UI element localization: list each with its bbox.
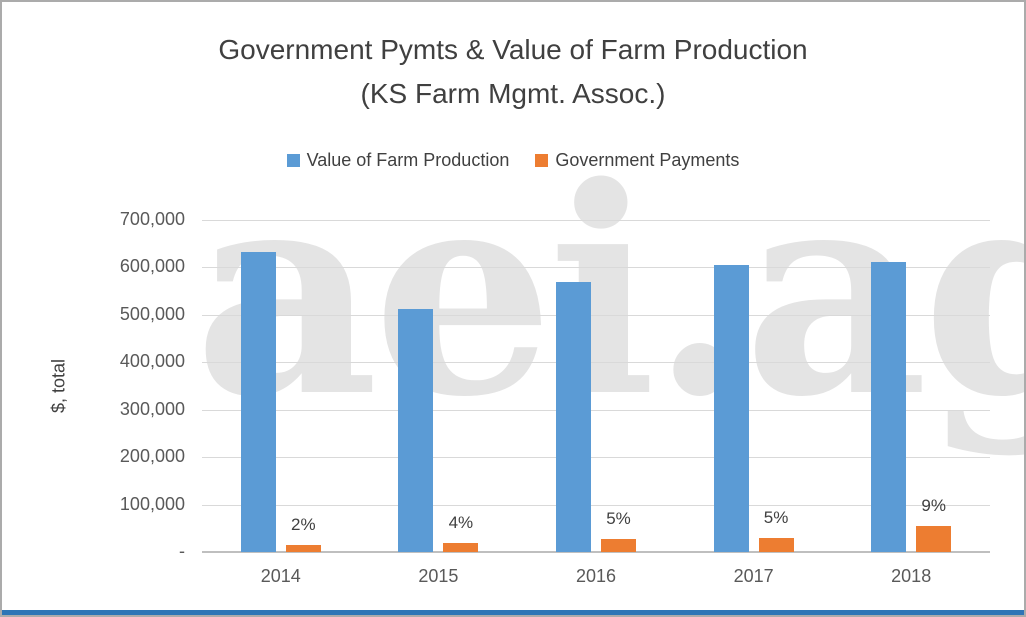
x-axis-tick-label: 2018 bbox=[891, 566, 932, 586]
government-payments-percent-label: 9% bbox=[921, 495, 946, 515]
bar-government-payments bbox=[443, 542, 479, 552]
x-axis-tick-label: 2014 bbox=[260, 566, 301, 586]
legend: Value of Farm Production Government Paym… bbox=[2, 150, 1024, 171]
legend-item-value-of-farm-production: Value of Farm Production bbox=[286, 150, 510, 171]
x-axis-tick-label: 2016 bbox=[575, 566, 617, 586]
bar-government-payments bbox=[285, 545, 321, 552]
legend-swatch-blue bbox=[286, 154, 300, 167]
legend-label: Value of Farm Production bbox=[306, 150, 510, 170]
y-axis-tick-label: 300,000 bbox=[119, 398, 185, 419]
y-axis-tick-label: - bbox=[179, 541, 185, 561]
x-axis-tick-label: 2015 bbox=[418, 566, 459, 586]
y-axis-tick-label: 200,000 bbox=[119, 446, 185, 467]
chart-subtitle: (KS Farm Mgmt. Assoc.) bbox=[360, 78, 666, 109]
bar-value-of-farm-production bbox=[240, 252, 276, 552]
bar-government-payments bbox=[758, 537, 794, 552]
plot-area: 2% 4% 5% 5% 9% bbox=[202, 220, 990, 553]
government-payments-percent-label: 4% bbox=[448, 512, 474, 532]
gridline bbox=[202, 409, 990, 411]
accent-strip bbox=[2, 610, 1024, 615]
bar-value-of-farm-production bbox=[398, 309, 434, 552]
y-axis-tick-label: 600,000 bbox=[119, 256, 185, 277]
x-axis-line bbox=[202, 551, 990, 553]
bar-value-of-farm-production bbox=[556, 281, 591, 552]
legend-swatch-orange bbox=[535, 154, 549, 167]
government-payments-percent-label: 5% bbox=[606, 508, 631, 528]
y-axis-tick-label: 100,000 bbox=[119, 493, 185, 514]
y-axis-title: $, total bbox=[48, 358, 69, 414]
government-payments-percent-label: 5% bbox=[763, 507, 789, 527]
y-axis-tick-label: 700,000 bbox=[119, 209, 185, 229]
chart-title-block: Government Pymts & Value of Farm Product… bbox=[2, 28, 1024, 116]
gridline bbox=[202, 267, 990, 269]
bar-value-of-farm-production bbox=[871, 261, 907, 552]
bar-value-of-farm-production bbox=[713, 265, 749, 552]
gridline bbox=[202, 457, 990, 459]
legend-item-government-payments: Government Payments bbox=[535, 150, 739, 171]
y-axis-tick-label: 400,000 bbox=[119, 351, 185, 372]
gridline bbox=[202, 314, 990, 316]
gridline bbox=[202, 362, 990, 364]
legend-label: Government Payments bbox=[555, 150, 740, 170]
government-payments-percent-label: 2% bbox=[291, 515, 316, 535]
y-axis-tick-label: 500,000 bbox=[119, 303, 185, 324]
chart-title: Government Pymts & Value of Farm Product… bbox=[218, 34, 808, 65]
bar-government-payments bbox=[916, 525, 952, 552]
bar-government-payments bbox=[601, 538, 636, 552]
gridline bbox=[202, 504, 990, 506]
x-axis-tick-label: 2017 bbox=[733, 566, 774, 586]
gridline bbox=[202, 220, 990, 221]
